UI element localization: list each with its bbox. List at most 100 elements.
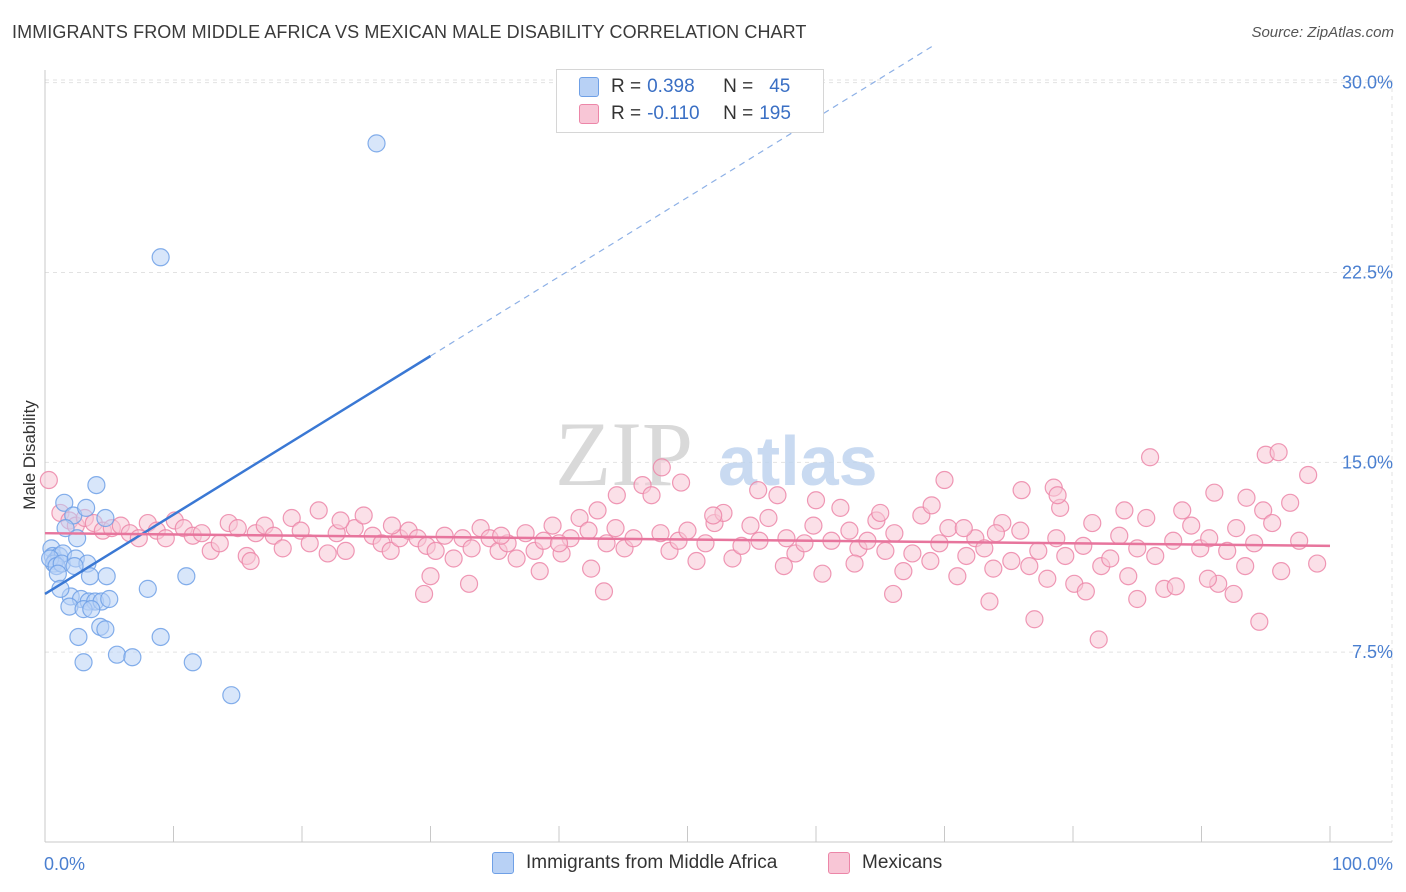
middle-africa-point [77,498,96,517]
mexicans-point [1038,569,1057,588]
mexicans-point [1029,541,1048,561]
mexicans-point [192,524,211,543]
r-label: R = [611,76,642,97]
mexicans-point [1254,501,1273,520]
mexicans-point [704,506,723,525]
middle-africa-point [100,589,119,609]
legend-item-middle-africa[interactable]: Immigrants from Middle Africa [492,852,777,874]
mexicans-point [1173,501,1192,520]
mexicans-point [1299,465,1318,485]
mexicans-point [1076,582,1095,601]
mexicans-point [930,534,949,553]
mexicans-point [1083,513,1102,533]
mexicans-point [606,519,625,538]
mexicans-point [588,501,607,520]
mexicans-point [840,521,859,540]
mexicans-point [597,534,616,553]
mexicans-point [845,554,864,573]
mexicans-point [652,458,671,477]
middle-africa-trend-line [44,354,432,596]
mexicans-point [1182,516,1201,535]
legend-row-middle-africa: R = 0.398 N = 45 [579,74,790,100]
mexicans-point [382,516,402,535]
mexicans-point [1272,562,1291,581]
mexicans-point [921,551,940,571]
legend-swatch-middle-africa [579,77,599,97]
mexicans-point [759,508,778,528]
mexicans-point [871,503,890,523]
y-tick-label: 15.0% [1342,452,1393,472]
mexicans-point [806,491,826,510]
middle-africa-point [222,686,241,705]
stats-legend: R = 0.398 N = 45 R = -0.110 N = 195 [556,69,824,133]
mexicans-point [885,524,904,543]
mexicans-point [318,544,337,563]
mexicans-point [435,526,454,545]
legend-swatch-middle-africa [492,852,514,874]
mexicans-point [1115,501,1134,520]
grid-lines [45,79,1393,842]
mexicans-point [156,529,175,548]
mexicans-point [984,559,1003,578]
mexicans-point [1119,567,1138,586]
series-legend: Immigrants from Middle Africa Mexicans [0,852,1406,878]
mexicans-point [582,559,601,578]
mexicans-point [939,519,958,538]
mexicans-point [1048,486,1067,505]
n-value: 195 [759,103,791,124]
mexicans-point [444,549,463,568]
mexicans-point [894,562,913,581]
middle-africa-point [177,567,196,586]
mexicans-point [1012,481,1031,500]
mexicans-point [1218,541,1237,561]
mexicans-point [534,531,553,550]
mexicans-point [986,524,1006,543]
mexicans-point [1011,521,1030,540]
middle-africa-point [107,645,127,664]
mexicans-point [903,544,922,563]
mexicans-point [336,541,355,561]
mexicans-points [39,443,1327,649]
mexicans-point [594,582,614,601]
middle-africa-point [97,567,116,586]
mexicans-point [1227,519,1246,538]
legend-label: Immigrants from Middle Africa [526,852,778,873]
middle-africa-point [367,134,386,153]
mexicans-point [309,501,328,520]
mexicans-point [975,539,994,558]
legend-swatch-mexicans [828,852,850,874]
middle-africa-point [74,653,93,672]
mexicans-point [228,519,247,538]
mexicans-point [957,546,976,566]
n-label: N = [723,76,754,97]
r-value: 0.398 [647,76,695,97]
mexicans-point [696,534,715,553]
mexicans-point [1263,513,1282,533]
mexicans-point [507,549,526,568]
mexicans-point [381,541,400,561]
legend-row-mexicans: R = -0.110 N = 195 [579,101,791,127]
mexicans-point [1056,546,1075,566]
middle-africa-points [41,134,386,705]
middle-africa-point [48,564,67,583]
mexicans-point [1128,589,1147,609]
mexicans-point [1198,569,1218,588]
mexicans-point [462,539,481,558]
watermark: ZIP atlas [555,403,878,505]
mexicans-point [354,506,373,525]
mexicans-point [1281,493,1300,512]
mexicans-point [1164,531,1183,550]
mexicans-point [492,526,511,545]
mexicans-point [1236,556,1255,576]
mexicans-point [607,486,626,505]
mexicans-point [935,470,954,490]
mexicans-point [1137,508,1156,528]
mexicans-point [948,567,967,586]
legend-label: Mexicans [862,852,943,873]
y-tick-label: 22.5% [1342,262,1393,282]
mexicans-point [813,564,832,583]
mexicans-point [241,551,260,571]
legend-item-mexicans[interactable]: Mexicans [828,852,942,874]
mexicans-point [1002,551,1021,571]
